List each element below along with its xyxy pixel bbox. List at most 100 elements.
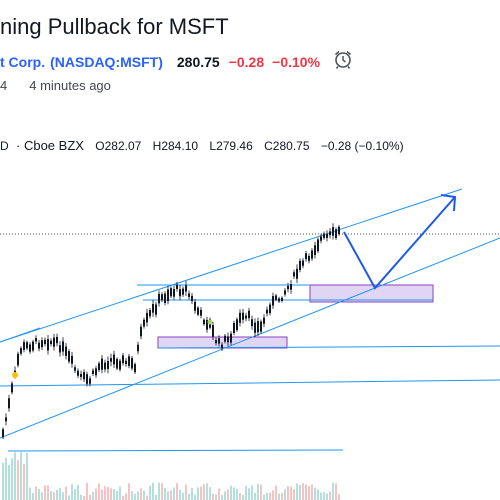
volume-bar — [239, 493, 241, 500]
volume-bar — [41, 492, 43, 500]
support-zone-lower — [157, 336, 288, 349]
candle-body — [293, 272, 295, 277]
candle-body — [116, 359, 118, 369]
candle-body — [212, 325, 214, 337]
volume-bar — [323, 492, 325, 500]
volume-bar — [80, 494, 82, 500]
candle-body — [188, 293, 190, 297]
volume-bar — [110, 488, 112, 500]
candle-body — [263, 317, 265, 324]
volume-bar — [281, 492, 283, 500]
candle-body — [23, 341, 25, 350]
volume-bar — [215, 494, 217, 500]
volume-bar — [158, 482, 160, 500]
volume-bar — [170, 490, 172, 500]
volume-bar — [164, 487, 166, 500]
candle-body — [251, 319, 253, 327]
volume-bar — [95, 488, 97, 500]
candle-body — [158, 293, 160, 304]
volume-bar — [197, 487, 199, 500]
volume-bar — [311, 484, 313, 500]
candle-body — [104, 362, 106, 370]
candle-body — [281, 297, 283, 301]
candle-body — [86, 374, 88, 384]
candle-body — [146, 312, 148, 323]
volume-bar — [302, 483, 304, 500]
candle-body — [257, 321, 259, 333]
candle-body — [155, 304, 157, 315]
candle-body — [221, 344, 223, 349]
volume-bar — [284, 489, 286, 500]
candle-body — [50, 340, 52, 345]
candle-body — [248, 310, 250, 319]
candle-body — [89, 378, 91, 384]
channel-lower — [0, 237, 500, 439]
candle-body — [242, 312, 244, 320]
candle-body — [107, 361, 109, 369]
candle-body — [62, 341, 64, 352]
candle-body — [203, 319, 205, 325]
idea-title: ning Pullback for MSFT — [0, 14, 229, 39]
volume-bar — [68, 495, 70, 500]
volume-bar — [230, 485, 232, 500]
candle-body — [218, 338, 220, 344]
signal-dot-green — [207, 319, 213, 325]
candle-body — [314, 245, 316, 256]
candle-body — [335, 229, 337, 238]
ohlc-legend: D · Cboe BZX O282.07 H284.10 L279.46 C28… — [0, 138, 404, 153]
candles — [2, 223, 340, 440]
alarm-clock-icon[interactable] — [332, 48, 354, 70]
candle-body — [77, 370, 79, 376]
candle-body — [317, 239, 319, 252]
volume-bar — [38, 489, 40, 500]
volume-bar — [29, 487, 31, 500]
candle-body — [68, 351, 70, 362]
candle-body — [167, 289, 169, 302]
candle-body — [299, 260, 301, 270]
candle-body — [59, 345, 61, 353]
candle-body — [338, 226, 340, 235]
volume-bar — [326, 493, 328, 500]
candle-body — [131, 358, 133, 369]
candle-body — [149, 310, 151, 317]
candle-body — [71, 355, 73, 364]
volume-bar — [320, 492, 322, 500]
candle-body — [20, 348, 22, 354]
volume-bar — [146, 495, 148, 500]
volume-bar — [50, 490, 52, 500]
volume-bar — [269, 492, 271, 500]
channel-left — [0, 327, 41, 343]
volume-bar — [44, 485, 46, 500]
volume-bar — [62, 492, 64, 500]
candle-body — [44, 339, 46, 345]
volume-bar — [2, 462, 4, 500]
volume-bar — [224, 491, 226, 500]
channel-upper — [0, 188, 463, 343]
candle-body — [137, 344, 139, 352]
volume-bar — [335, 483, 337, 500]
candle-body — [8, 398, 10, 409]
candle-body — [308, 255, 310, 261]
volume-bar — [218, 488, 220, 500]
candle-body — [95, 368, 97, 376]
volume-bar — [263, 494, 265, 500]
volume-bar — [92, 491, 94, 500]
volume-bar — [296, 483, 298, 500]
volume-bar — [191, 488, 193, 500]
candle-body — [209, 319, 211, 328]
company-link[interactable]: t Corp. — [0, 54, 46, 70]
price-change: −0.28 — [228, 54, 265, 70]
volume-bar — [17, 460, 19, 500]
candle-body — [215, 340, 217, 344]
candle-body — [134, 364, 136, 373]
candle-body — [2, 429, 4, 438]
candle-body — [128, 356, 130, 366]
volume-bar — [89, 494, 91, 500]
candle-body — [26, 342, 28, 349]
volume-bar — [155, 494, 157, 500]
volume-bar — [14, 452, 16, 500]
volume-bar — [137, 491, 139, 500]
volume-bar — [317, 489, 319, 500]
candle-body — [266, 309, 268, 314]
ticker-link[interactable]: (NASDAQ:MSFT) — [50, 54, 163, 70]
